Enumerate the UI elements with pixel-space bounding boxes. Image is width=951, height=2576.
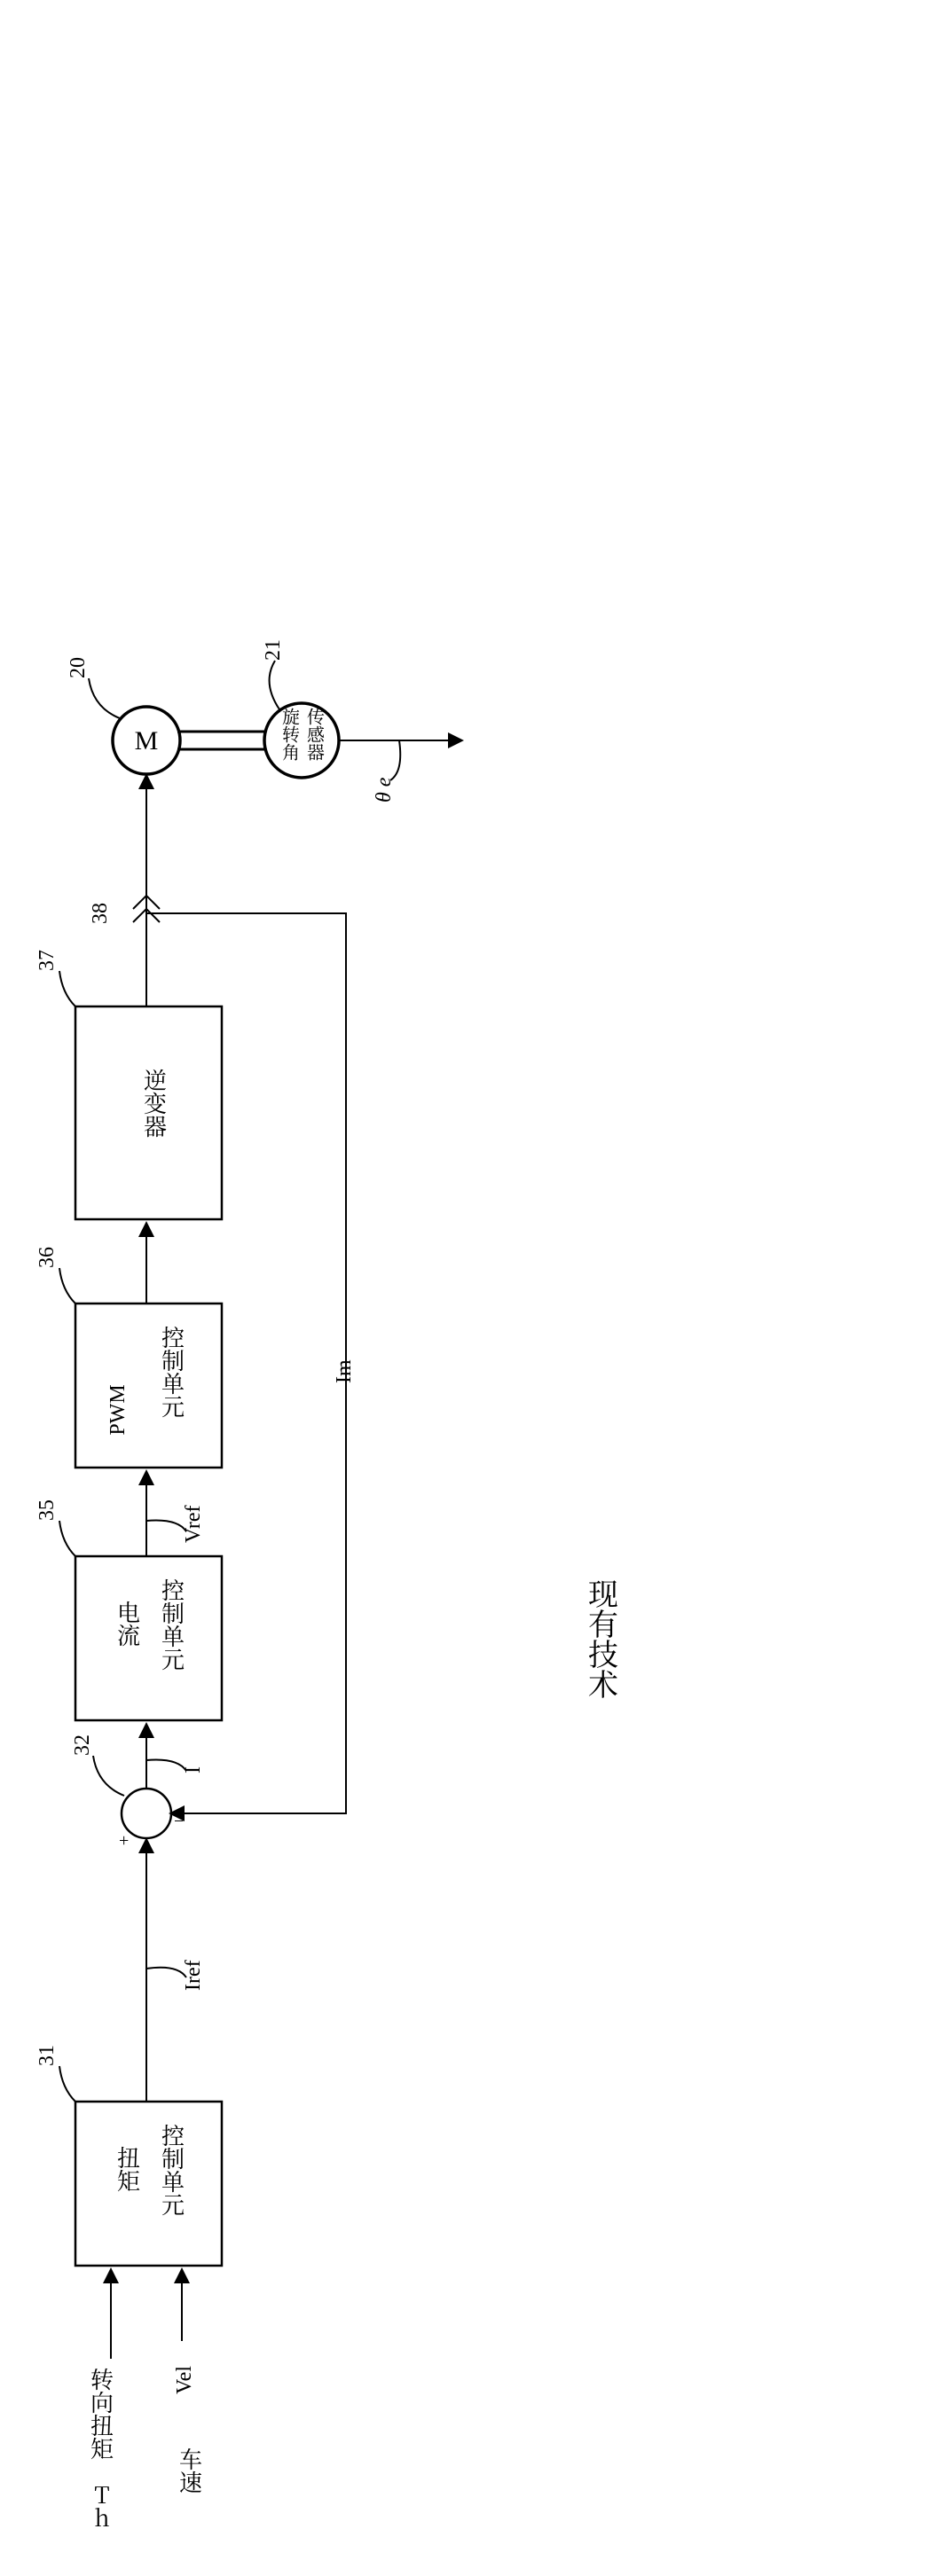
ref-36: 36 (35, 1247, 59, 1268)
pwm-block-line2: 控制单元 (157, 1326, 190, 1418)
ref-35: 35 (35, 1499, 59, 1521)
torque-block-line1: 扭矩 (113, 2146, 145, 2192)
summing-minus: − (174, 1812, 184, 1831)
sensor-line1: 旋转角 (279, 708, 304, 761)
signal-iref: Iref (182, 1960, 205, 1991)
leader-31 (59, 2066, 75, 2102)
torque-control-block (75, 2102, 222, 2266)
ref-37: 37 (35, 950, 59, 971)
ref-31: 31 (35, 2045, 59, 2066)
summing-node (122, 1789, 171, 1838)
current-block-line1: 电流 (113, 1601, 145, 1647)
leader-i (146, 1760, 186, 1772)
leader-theta (390, 740, 400, 780)
inverter-block-line1: 逆变器 (139, 1069, 172, 1138)
sensor-line2: 传感器 (303, 708, 329, 761)
current-block-line2: 控制单元 (157, 1578, 190, 1671)
signal-im: Im (333, 1359, 356, 1383)
leader-32 (93, 1756, 124, 1796)
ref-32: 32 (71, 1734, 94, 1756)
motor-letter: M (135, 726, 159, 756)
signal-theta: θ e (373, 777, 396, 803)
leader-21 (270, 661, 279, 709)
leader-36 (59, 1268, 75, 1304)
torque-block-line2: 控制单元 (157, 2124, 190, 2216)
ref-38: 38 (89, 903, 112, 924)
input-vel-label-cn: 车速 (175, 2447, 208, 2494)
summing-plus: + (119, 1831, 129, 1851)
ref-21: 21 (262, 639, 285, 661)
pwm-control-block (75, 1304, 222, 1468)
pwm-block-line1: PWM (106, 1384, 130, 1435)
signal-vref: Vref (182, 1505, 205, 1543)
leader-20 (89, 678, 120, 718)
prior-art-caption: 现有技术 (582, 1578, 625, 1699)
leader-iref (146, 1968, 186, 1977)
ref-20: 20 (67, 657, 90, 678)
current-control-block (75, 1556, 222, 1720)
block-diagram: 转向扭矩 Th 车速 Vel 扭矩 控制单元 31 Iref + − 32 I … (0, 0, 951, 2576)
input-vel-label-en: Vel (173, 2366, 196, 2394)
signal-i: I (182, 1766, 205, 1773)
leader-vref (146, 1521, 186, 1532)
input-th-label: 转向扭矩 Th (86, 2368, 119, 2529)
leader-37 (59, 971, 75, 1006)
leader-35 (59, 1521, 75, 1556)
